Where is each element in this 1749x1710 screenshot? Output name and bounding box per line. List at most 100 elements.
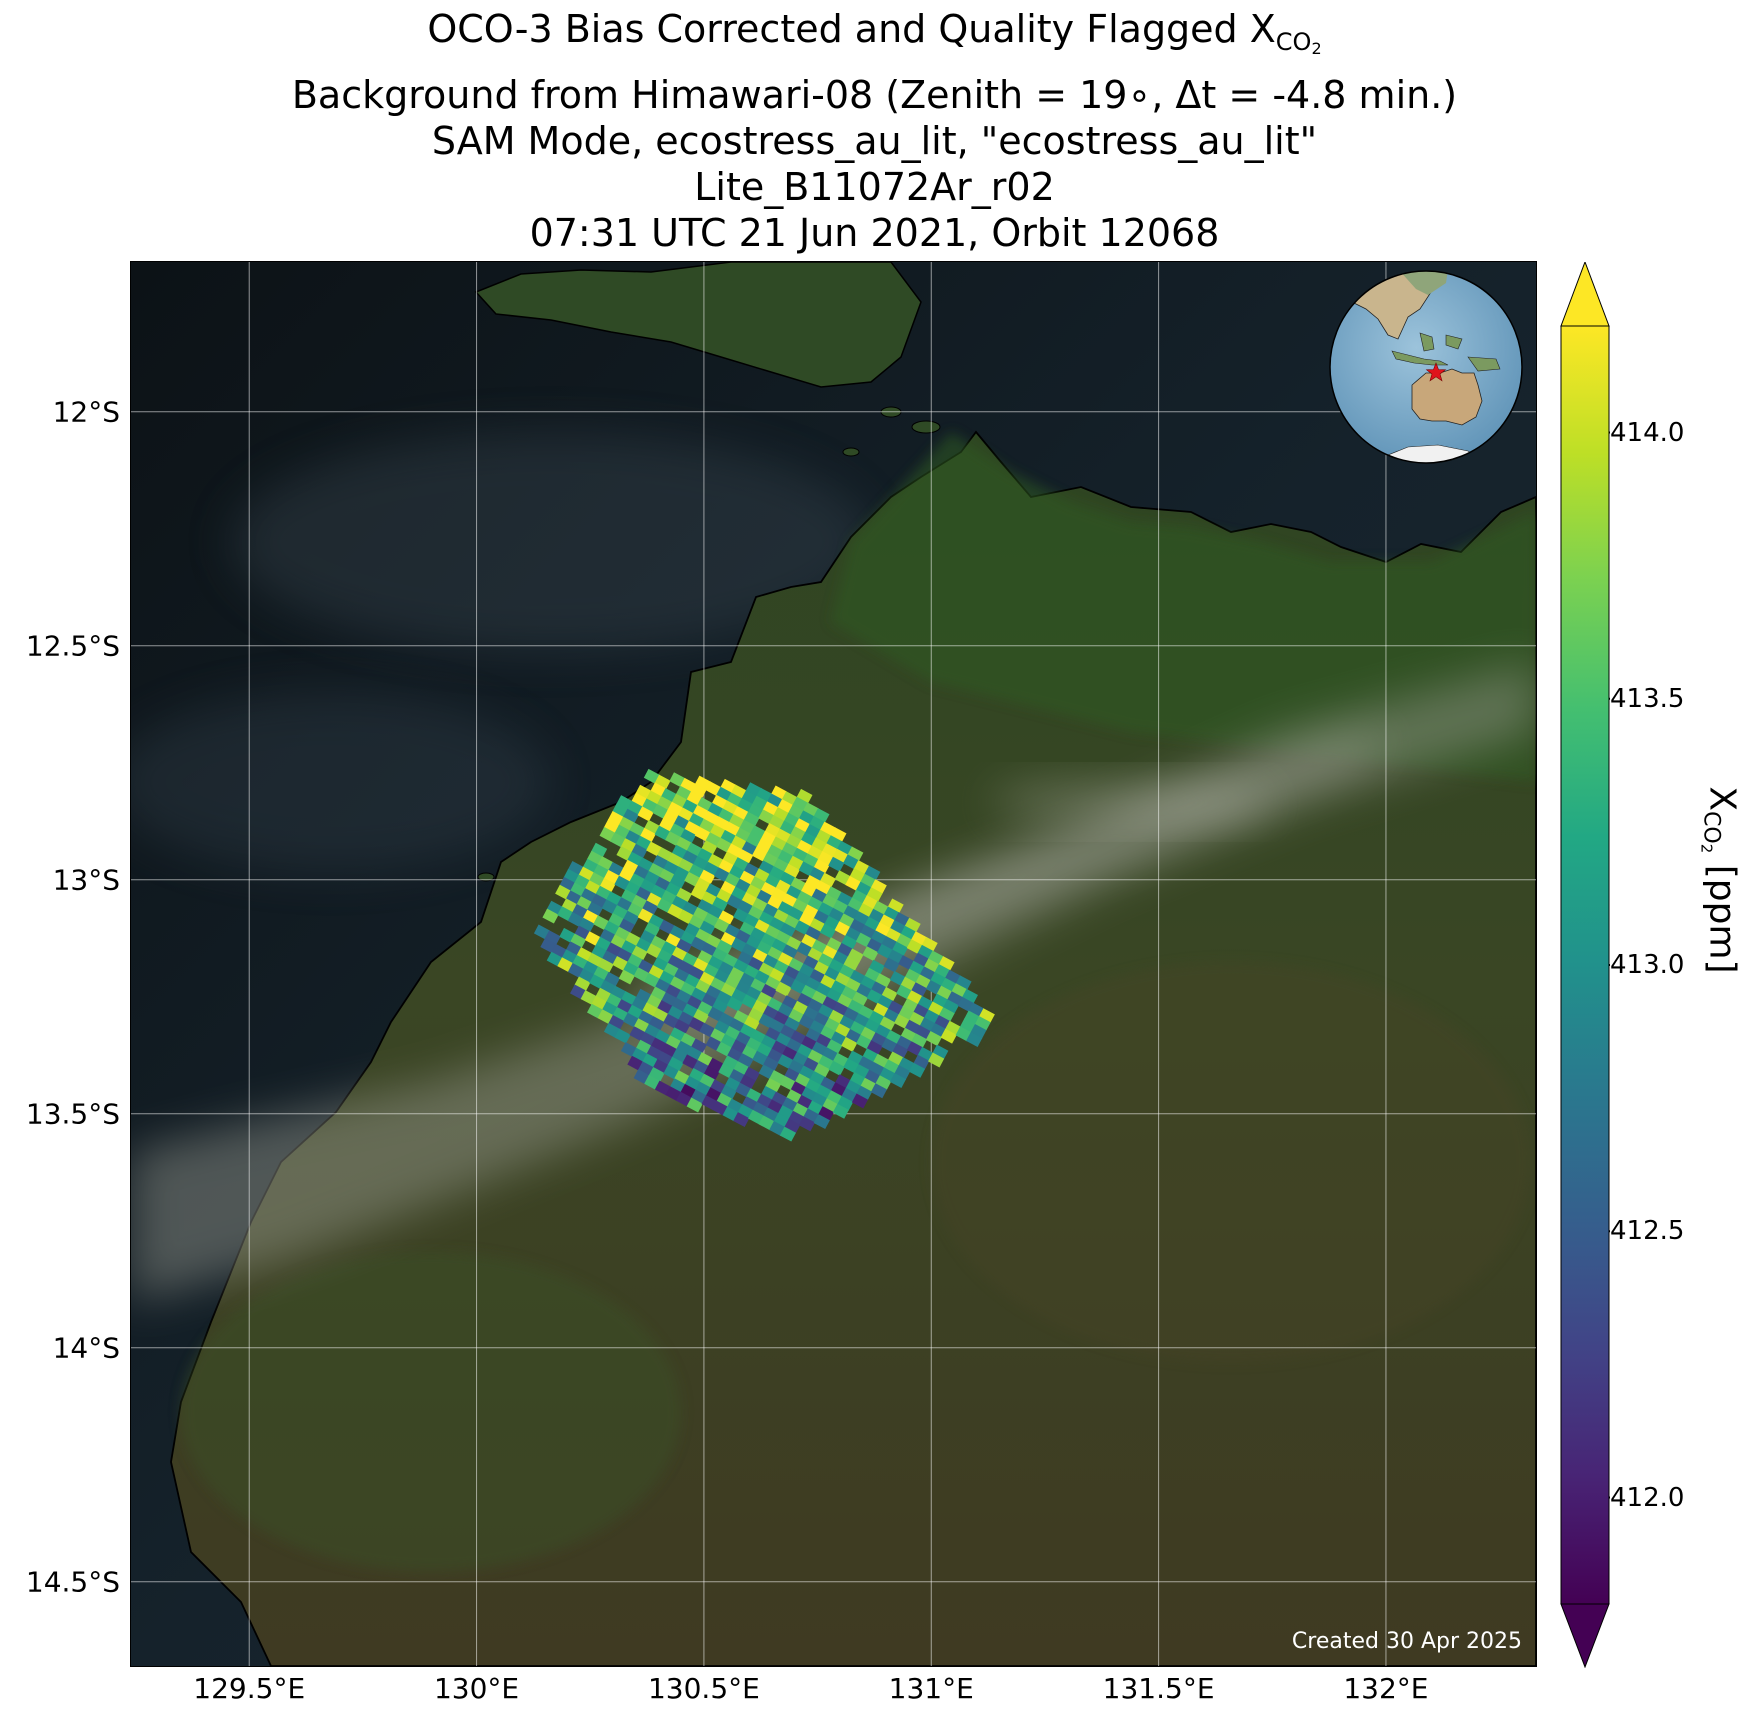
sounding-footprint: [817, 953, 834, 969]
sounding-footprint: [616, 795, 633, 811]
sounding-footprint: [633, 865, 650, 881]
sounding-footprint: [809, 918, 826, 933]
sounding-footprint: [574, 976, 591, 992]
sounding-footprint: [648, 863, 665, 878]
sounding-footprint: [809, 1071, 826, 1086]
sounding-footprint: [735, 1031, 752, 1047]
sounding-footprint: [722, 800, 739, 816]
sounding-footprint: [938, 956, 955, 972]
sounding-footprint: [694, 979, 712, 995]
sounding-footprint: [646, 841, 663, 857]
sounding-footprint: [775, 981, 792, 997]
sounding-footprint: [637, 1010, 654, 1026]
sounding-footprint: [813, 1063, 830, 1079]
sounding-footprint: [838, 913, 856, 929]
sounding-footprint: [711, 998, 729, 1014]
sounding-footprint: [631, 1047, 648, 1063]
sounding-footprint: [622, 961, 640, 977]
sounding-footprint: [737, 849, 754, 865]
sounding-footprint: [601, 1001, 618, 1017]
sounding-footprint: [665, 831, 682, 847]
sounding-footprint: [813, 808, 830, 824]
sounding-footprint: [902, 998, 919, 1014]
sounding-footprint: [822, 1098, 839, 1114]
sounding-footprint: [701, 840, 718, 856]
sounding-footprint: [639, 1031, 657, 1047]
sounding-footprint: [739, 921, 756, 937]
sounding-footprint: [650, 884, 667, 900]
sounding-footprint: [673, 866, 690, 882]
sounding-footprint: [688, 966, 705, 981]
colorbar-extend-max: [1560, 262, 1610, 327]
sounding-footprint: [677, 858, 694, 874]
sounding-footprint: [743, 1015, 760, 1031]
sounding-footprint: [699, 818, 716, 834]
sounding-footprint: [567, 861, 584, 876]
sounding-footprint: [881, 935, 898, 951]
sounding-footprint: [807, 896, 824, 912]
xco2-sounding-swath: [533, 768, 995, 1142]
sounding-footprint: [574, 874, 591, 890]
map-panel[interactable]: Created 30 Apr 2025: [130, 261, 1537, 1667]
sounding-footprint: [766, 844, 783, 860]
sounding-footprint: [690, 1038, 707, 1054]
sounding-footprint: [718, 1012, 735, 1028]
sounding-footprint: [845, 927, 862, 942]
title-line-5: 07:31 UTC 21 Jun 2021, Orbit 12068: [529, 211, 1220, 255]
sounding-footprint: [699, 920, 716, 936]
sounding-footprint: [817, 851, 834, 867]
sounding-footprint: [714, 1020, 731, 1036]
lon-tick-label: 129.5°E: [193, 1672, 306, 1705]
sounding-footprint: [650, 935, 667, 951]
sounding-footprint: [679, 777, 697, 793]
sounding-footprint: [767, 1048, 784, 1064]
sounding-footprint: [631, 996, 648, 1012]
sounding-footprint: [887, 1051, 904, 1067]
sounding-footprint: [671, 1048, 688, 1064]
sounding-footprint: [855, 881, 872, 897]
sounding-footprint: [570, 984, 587, 1000]
sounding-footprint: [623, 1012, 640, 1028]
sounding-footprint: [663, 1013, 680, 1029]
sounding-footprint: [745, 1037, 762, 1053]
sounding-footprint: [877, 994, 894, 1010]
sounding-footprint: [733, 908, 750, 924]
sounding-footprint: [872, 1053, 890, 1069]
sounding-footprint: [610, 832, 627, 848]
title-line-2: Background from Himawari-08 (Zenith = 19…: [291, 73, 1458, 117]
sounding-footprint: [781, 842, 798, 858]
sounding-footprint: [741, 841, 758, 857]
sounding-footprint: [819, 974, 837, 990]
sounding-footprint: [620, 838, 637, 854]
sounding-footprint: [709, 977, 726, 993]
sounding-footprint: [932, 1044, 949, 1060]
sounding-footprint: [748, 1109, 765, 1125]
sounding-footprint: [913, 1054, 930, 1070]
sounding-footprint: [737, 1053, 754, 1069]
sounding-footprint: [762, 801, 779, 817]
sounding-footprint: [745, 782, 762, 798]
sounding-footprint: [851, 991, 868, 1007]
sounding-footprint: [781, 1046, 798, 1062]
sounding-footprint: [692, 856, 709, 871]
sounding-footprint: [768, 815, 785, 830]
lon-tick-label: 131.5°E: [1102, 1672, 1215, 1705]
sounding-footprint: [631, 894, 648, 910]
sounding-footprint: [546, 951, 563, 967]
sounding-footprint: [692, 958, 709, 973]
sounding-footprint: [572, 955, 589, 970]
sounding-footprint: [608, 1015, 625, 1030]
sounding-footprint: [760, 1034, 777, 1050]
sounding-footprint: [870, 879, 887, 895]
sounding-footprint: [692, 1060, 710, 1075]
sounding-footprint: [733, 1061, 750, 1077]
sounding-footprint: [752, 1050, 769, 1066]
sounding-footprint: [868, 908, 885, 924]
sounding-footprint: [720, 982, 737, 998]
sounding-footprint: [669, 976, 686, 992]
lat-tick-label: 13.5°S: [25, 1097, 120, 1131]
sounding-footprint: [586, 850, 603, 866]
sounding-footprint: [841, 1036, 858, 1052]
sounding-footprint: [788, 1110, 805, 1126]
sounding-footprint: [809, 867, 826, 882]
